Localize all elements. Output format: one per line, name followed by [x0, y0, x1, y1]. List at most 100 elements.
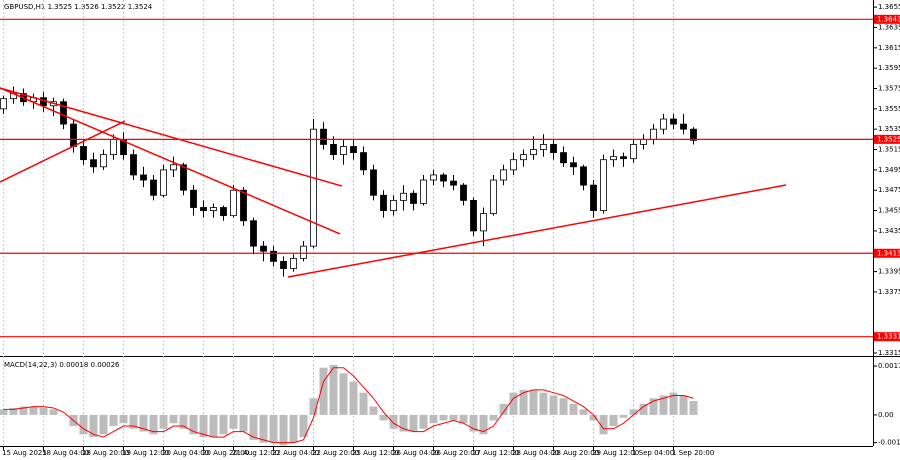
macd-bar: [419, 414, 428, 429]
candle-body: [170, 164, 177, 171]
candle-body: [190, 189, 197, 208]
x-tick-label: 18 Aug 04:00: [42, 449, 89, 457]
candle-body: [520, 154, 527, 161]
macd-bar: [569, 403, 578, 415]
candle-body: [610, 156, 617, 161]
candle-body: [570, 162, 577, 168]
x-tick-label: 19 Aug 12:00: [122, 449, 169, 457]
candle-body: [100, 154, 107, 168]
y-tick-label: 0.00: [878, 411, 894, 419]
macd-bar: [549, 395, 558, 415]
candle-body: [590, 184, 597, 211]
candle-body: [290, 257, 297, 269]
macd-bar: [79, 414, 88, 435]
candle-body: [390, 199, 397, 211]
candle-body: [560, 152, 567, 164]
y-tick-label: 1.3515: [878, 146, 900, 154]
candle-body: [260, 245, 267, 252]
macd-bar: [29, 406, 38, 415]
macd-bar: [689, 401, 698, 415]
macd-bar: [589, 414, 598, 421]
candle-body: [470, 199, 477, 232]
candle-body: [320, 128, 327, 145]
x-tick-label: 1 Sep 20:00: [672, 449, 714, 457]
macd-bar: [379, 414, 388, 421]
x-tick-label: 28 Aug 04:00: [512, 449, 559, 457]
macd-bar: [259, 414, 268, 443]
y-tick-label: 1.3315: [878, 349, 900, 357]
macd-bar: [359, 392, 368, 415]
x-tick-label: 15 Aug 2025: [2, 449, 47, 457]
candle-body: [90, 159, 97, 168]
macd-bar: [599, 414, 608, 435]
trend-line: [0, 87, 343, 187]
candle-body: [250, 220, 257, 247]
trend-line: [0, 87, 341, 235]
macd-title: MACD(14,22,3) 0.00018 0.00026: [4, 361, 120, 369]
macd-bar: [229, 414, 238, 429]
y-tick-label: 1.3435: [878, 227, 900, 235]
macd-bar: [249, 414, 258, 440]
macd-bar: [289, 414, 298, 443]
candle-body: [280, 261, 287, 269]
x-tick-label: 27 Aug 12:00: [472, 449, 519, 457]
candle-body: [690, 128, 697, 141]
candle-body: [660, 118, 667, 130]
macd-bar: [319, 367, 328, 415]
y-tick-label: 1.3595: [878, 64, 900, 72]
macd-bar: [499, 403, 508, 415]
x-tick-label: 25 Aug 12:00: [352, 449, 399, 457]
y-tick-label: 1.3635: [878, 23, 900, 31]
candle-body: [350, 146, 357, 153]
x-tick-label: 1 Sep 04:00: [632, 449, 674, 457]
macd-bar: [389, 414, 398, 429]
macd-bar: [449, 414, 458, 421]
macd-bar: [279, 414, 288, 446]
y-tick-label: 0.00176: [878, 362, 900, 370]
candle-body: [220, 207, 227, 217]
candle-body: [540, 144, 547, 150]
x-tick-label: 22 Aug 04:00: [272, 449, 319, 457]
y-tick-label: 1.3615: [878, 44, 900, 52]
macd-bar: [119, 414, 128, 424]
macd-bar: [439, 414, 448, 421]
x-tick-label: 21 Aug 12:00: [232, 449, 279, 457]
macd-bar: [659, 395, 668, 415]
macd-bar: [629, 409, 638, 415]
candle-body: [310, 128, 317, 247]
macd-bar: [59, 414, 68, 416]
candle-body: [300, 245, 307, 259]
candle-body: [380, 194, 387, 211]
candle-body: [140, 174, 147, 181]
candle-body: [370, 169, 377, 196]
macd-bar: [89, 414, 98, 438]
macd-bar: [679, 395, 688, 415]
macd-bar: [579, 409, 588, 415]
signal-line: [3, 367, 694, 444]
macd-bar: [159, 414, 168, 429]
candle-body: [430, 174, 437, 181]
macd-bar: [429, 414, 438, 424]
macd-bar: [509, 392, 518, 415]
macd-bar: [489, 414, 498, 421]
candle-body: [530, 149, 537, 156]
trend-line: [287, 184, 787, 278]
candle-body: [600, 159, 607, 211]
candle-body: [510, 159, 517, 171]
y-tick-label: 1.3495: [878, 166, 900, 174]
candle-body: [680, 123, 687, 130]
macd-bar: [459, 414, 468, 424]
candle-body: [360, 152, 367, 171]
macd-bar: [639, 403, 648, 415]
candle-body: [0, 98, 7, 110]
trend-line: [0, 120, 126, 183]
macd-bar: [19, 406, 28, 415]
macd-bar: [349, 381, 358, 415]
level-label-box: [874, 14, 900, 24]
macd-bar: [649, 398, 658, 415]
macd-bar: [99, 414, 108, 435]
macd-bar: [309, 398, 318, 415]
candle-body: [230, 189, 237, 217]
macd-bar: [129, 414, 138, 429]
candle-body: [620, 156, 627, 160]
